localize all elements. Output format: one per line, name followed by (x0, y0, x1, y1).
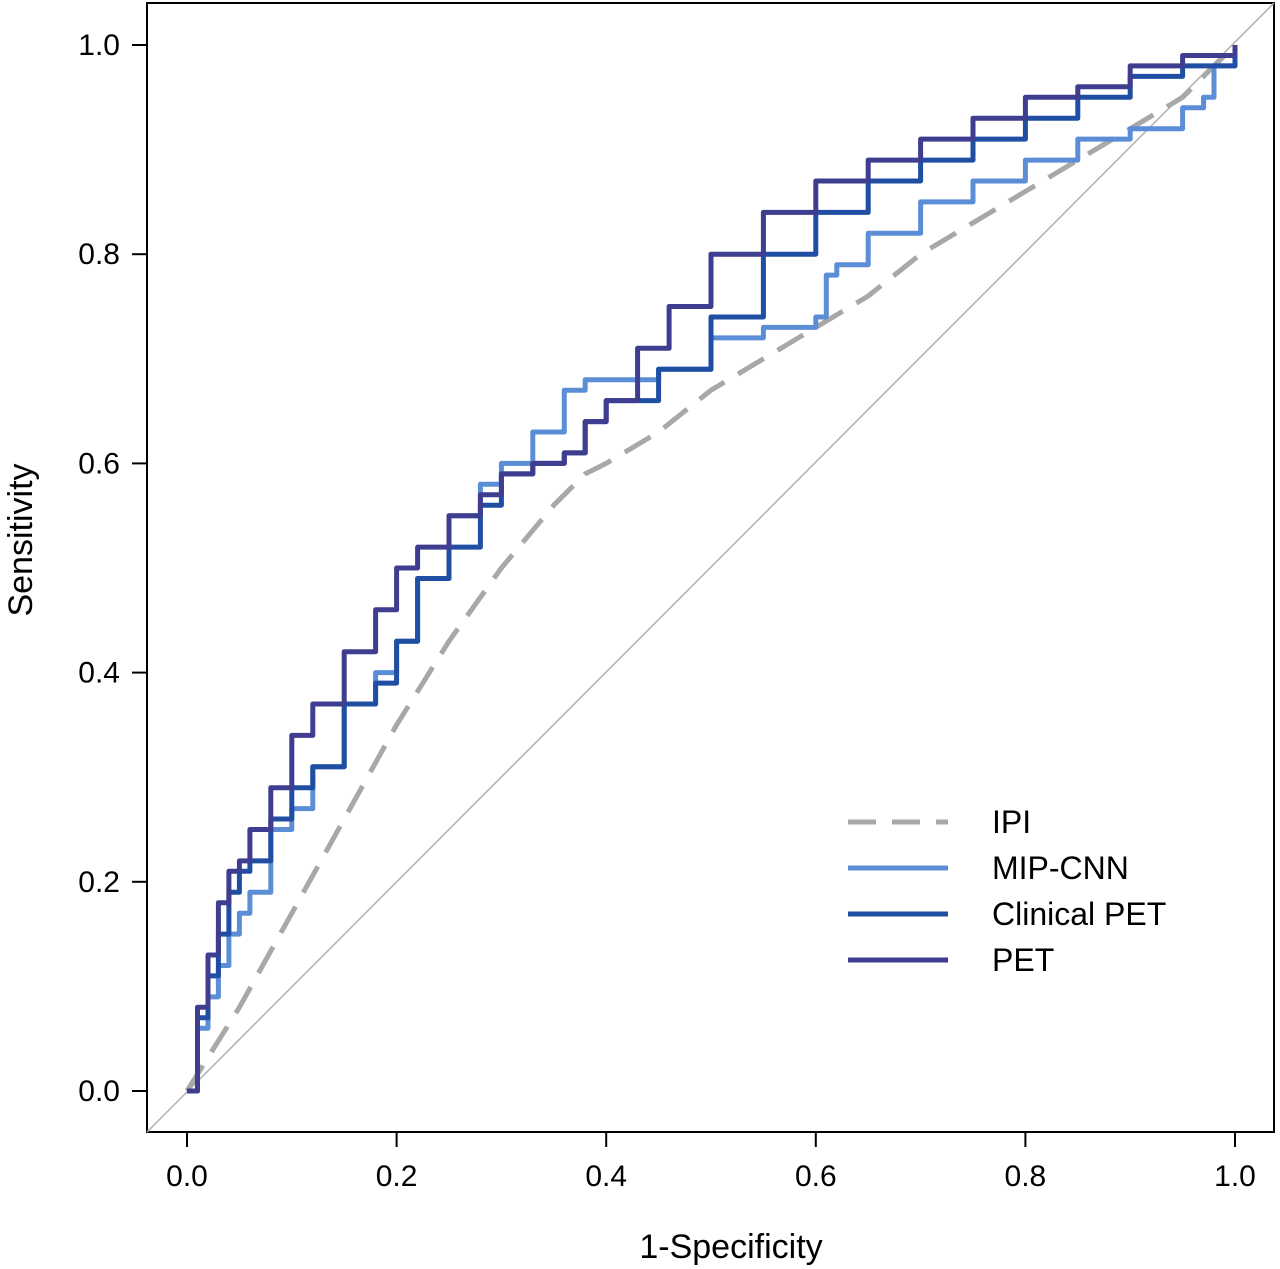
series-line-pet (187, 45, 1238, 1094)
x-tick-label: 0.4 (585, 1160, 627, 1193)
series-line-mip-cnn (187, 45, 1238, 1094)
legend-label-clinical-pet: Clinical PET (992, 896, 1166, 932)
y-tick-label: 1.0 (78, 29, 120, 62)
y-tick-label: 0.2 (78, 866, 120, 899)
y-tick-label: 0.0 (78, 1075, 120, 1108)
x-tick-label: 0.6 (795, 1160, 837, 1193)
x-tick-label: 0.2 (376, 1160, 418, 1193)
y-tick-label: 0.6 (78, 447, 120, 480)
y-tick-label: 0.4 (78, 657, 120, 690)
x-axis: 0.0 0.2 0.4 0.6 0.8 1.0 (166, 1132, 1256, 1193)
x-tick-label: 1.0 (1214, 1160, 1256, 1193)
legend-label-mip-cnn: MIP-CNN (992, 850, 1129, 886)
y-axis: 0.0 0.2 0.4 0.6 0.8 1.0 (78, 29, 147, 1108)
x-tick-label: 0.8 (1005, 1160, 1047, 1193)
y-axis-label: Sensitivity (2, 463, 40, 616)
legend-label-pet: PET (992, 942, 1054, 978)
series-line-ipi (184, 43, 1237, 1093)
legend-label-ipi: IPI (992, 804, 1031, 840)
x-tick-label: 0.0 (166, 1160, 208, 1193)
y-tick-label: 0.8 (78, 238, 120, 271)
series-layer (184, 43, 1238, 1094)
reference-diagonal (146, 2, 1275, 1133)
plot-frame (146, 2, 1275, 1133)
x-axis-label: 1-Specificity (639, 1228, 822, 1266)
legend: IPI MIP-CNN Clinical PET PET (848, 804, 1166, 978)
